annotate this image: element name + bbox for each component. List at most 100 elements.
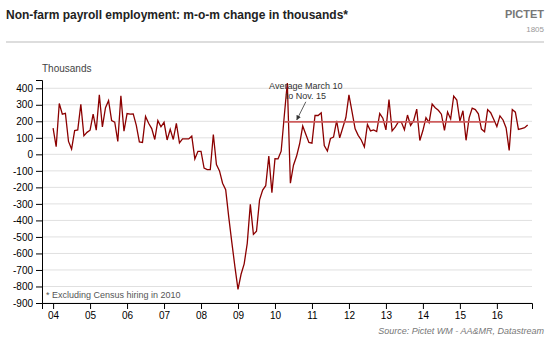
grid-line [42,154,532,155]
y-tick-mark [36,88,42,89]
grid-line [42,187,532,188]
x-tick-label: 08 [196,310,208,321]
y-tick-mark [36,220,42,221]
y-tick-label: -300 [13,199,33,210]
x-tick-mark [423,303,424,309]
x-tick-mark [90,303,91,309]
chart: Non-farm payroll employment: m-o-m chang… [0,0,550,339]
y-tick: 300 [16,99,42,110]
x-tick-label: 16 [492,310,504,321]
y-tick: 0 [27,149,42,160]
x-tick-label: 05 [85,310,97,321]
x-tick-label: 14 [418,310,430,321]
source: Source: Pictet WM - AA&MR, Datastream [378,326,544,336]
x-tick-mark [349,303,350,309]
y-tick-mark [36,105,42,106]
logo-subtext: 1805 [526,25,544,34]
y-tick-mark [36,171,42,172]
footnote: * Excluding Census hiring in 2010 [46,290,181,300]
x-tick: 10 [270,303,282,321]
grid-line [42,203,532,204]
x-tick-mark [386,303,387,309]
y-tick: -400 [13,215,42,226]
x-tick-mark [312,303,313,309]
grid-line [42,286,532,287]
x-tick-mark [275,303,276,309]
x-tick: 04 [48,303,60,321]
x-tick: 13 [381,303,393,321]
x-axis-line [43,304,533,310]
y-tick: -600 [13,248,42,259]
y-tick-label: 300 [16,99,33,110]
grid-line [42,121,532,122]
y-tick-label: 400 [16,83,33,94]
y-axis: -900 -800 -700 -600 -500 -400 -300 -200 -100 0 100… [13,81,43,309]
y-tick-label: -600 [13,248,33,259]
y-axis-line [36,81,43,304]
y-tick-label: 100 [16,133,33,144]
x-tick: 06 [122,303,134,321]
y-tick: 400 [16,83,42,94]
y-tick-mark [36,138,42,139]
y-tick-mark [36,270,42,271]
average-line [284,121,494,123]
grid [42,88,532,303]
y-tick-mark [36,303,42,304]
grid-line [42,137,532,138]
x-axis: 04 05 06 07 08 09 10 11 12 13 14 15 16 [43,303,533,321]
y-tick-label: -200 [13,182,33,193]
y-tick-label: -100 [13,166,33,177]
x-tick: 15 [455,303,467,321]
y-tick: -700 [13,265,42,276]
x-tick-mark [497,303,498,309]
marks [53,83,528,289]
x-tick: 05 [85,303,97,321]
y-tick-label: -900 [13,298,33,309]
y-tick-label: -700 [13,265,33,276]
x-tick-mark [53,303,54,309]
grid-line [42,253,532,254]
y-tick: -200 [13,182,42,193]
y-tick-label: 0 [27,149,33,160]
y-tick: -300 [13,199,42,210]
x-tick-mark [238,303,239,309]
x-tick: 12 [344,303,356,321]
y-tick-label: 200 [16,116,33,127]
x-tick-label: 15 [455,310,467,321]
x-tick: 08 [196,303,208,321]
x-tick-label: 13 [381,310,393,321]
x-tick: 16 [492,303,504,321]
title: Non-farm payroll employment: m-o-m chang… [6,8,348,22]
title-rule [6,42,544,43]
annotation: Average March 10to Nov. 15 [269,81,342,120]
annotation-arrow [297,102,306,120]
x-tick: 09 [233,303,245,321]
x-tick: 11 [307,303,318,321]
x-tick-label: 04 [48,310,60,321]
y-tick: -800 [13,281,42,292]
y-tick: -500 [13,232,42,243]
x-tick-mark [460,303,461,309]
x-tick-label: 11 [307,310,318,321]
x-tick: 07 [159,303,171,321]
y-tick-mark [36,237,42,238]
logo-text: PICTET [505,8,544,20]
y-tick-label: -800 [13,281,33,292]
grid-line [42,220,532,221]
grid-line [42,236,532,237]
x-tick-label: 10 [270,310,282,321]
annotation-text: Average March 10to Nov. 15 [269,81,342,101]
y-tick-mark [36,253,42,254]
y-tick: 100 [16,133,42,144]
x-tick-label: 12 [344,310,356,321]
x-tick-label: 06 [122,310,134,321]
x-tick: 14 [418,303,430,321]
x-tick-mark [201,303,202,309]
grid-line [42,170,532,171]
grid-line [42,269,532,270]
x-tick-label: 09 [233,310,245,321]
y-tick: 200 [16,116,42,127]
y-tick: -100 [13,166,42,177]
y-tick-mark [36,154,42,155]
y-tick-mark [36,204,42,205]
